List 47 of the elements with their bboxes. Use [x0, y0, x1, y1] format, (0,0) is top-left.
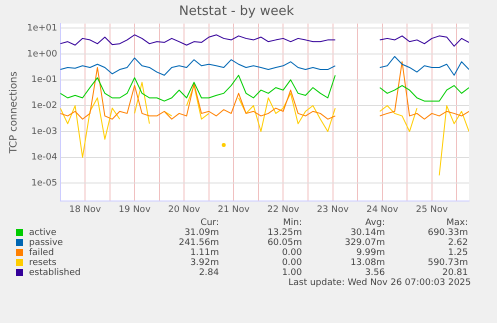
- text: 13.08m: [349, 258, 386, 268]
- text: 690.33m: [426, 228, 469, 238]
- text: 31.09m: [183, 228, 220, 238]
- text: 60.05m: [266, 238, 303, 248]
- y-tick-label: 1e-05: [31, 178, 58, 188]
- text: 20.81: [441, 268, 469, 278]
- text: 590.73m: [426, 258, 469, 268]
- text: Max:: [445, 218, 469, 228]
- text: Min:: [282, 218, 303, 228]
- text: 0.00: [280, 248, 303, 258]
- text: 9.99m: [355, 248, 386, 258]
- legend-label: failed: [28, 248, 55, 258]
- text: 1.25: [446, 248, 469, 258]
- text: 329.07m: [344, 238, 386, 248]
- y-tick-label: 1e-01: [31, 75, 58, 86]
- x-tick-label: 24 Nov: [366, 204, 399, 215]
- chart-title: Netstat - by week: [179, 4, 294, 20]
- text: Last update: Wed Nov 26 07:00:03 2025: [287, 278, 472, 288]
- text: 2.84: [198, 268, 220, 278]
- text: 13.25m: [266, 228, 303, 238]
- x-tick-label: 20 Nov: [168, 204, 201, 215]
- x-tick-label: 19 Nov: [118, 204, 152, 215]
- text: 241.56m: [178, 238, 220, 248]
- text: 1.00: [280, 268, 303, 278]
- y-tick-label: 1e+01: [26, 23, 58, 34]
- text: 3.56: [364, 268, 386, 278]
- x-tick-label: 18 Nov: [69, 204, 102, 215]
- x-tick-label: 21 Nov: [218, 204, 250, 215]
- legend-label: established: [28, 268, 82, 278]
- x-tick-label: 23 Nov: [316, 204, 350, 215]
- y-tick-label: 1e-03: [31, 126, 58, 137]
- text: Cur:: [199, 218, 220, 228]
- x-tick-label: 25 Nov: [416, 204, 448, 215]
- y-tick-label: 1e+00: [26, 49, 58, 60]
- text: Avg:: [364, 218, 386, 228]
- y-axis-title: TCP connections: [8, 71, 20, 154]
- y-tick-label: 1e-02: [31, 100, 58, 111]
- text: 1.11m: [189, 248, 220, 258]
- text: 3.92m: [189, 258, 220, 268]
- legend-label: passive: [28, 238, 64, 248]
- legend-label: resets: [28, 258, 58, 268]
- x-tick-label: 22 Nov: [267, 204, 300, 215]
- y-tick-label: 1e-04: [31, 152, 58, 163]
- legend-label: active: [28, 228, 58, 238]
- text: 0.00: [280, 258, 303, 268]
- text: 30.14m: [349, 228, 386, 238]
- text: 2.62: [446, 238, 469, 248]
